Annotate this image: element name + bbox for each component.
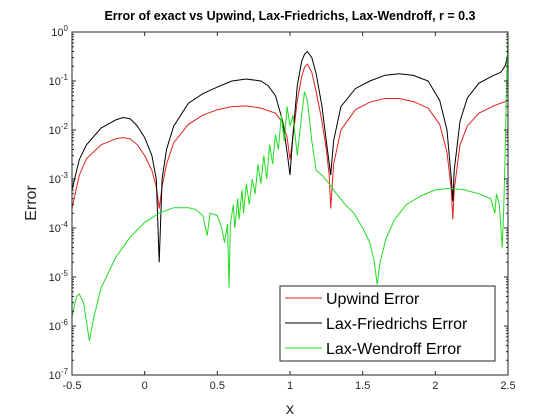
chart-title: Error of exact vs Upwind, Lax-Friedrichs… — [104, 9, 475, 23]
legend-entry-label: Upwind Error — [326, 291, 420, 308]
y-tick-label: 10-5 — [49, 269, 69, 284]
x-axis-label: x — [286, 401, 294, 418]
legend-entry-label: Lax-Wendroff Error — [326, 341, 462, 358]
series-line-3 — [71, 34, 509, 341]
x-tick-label: 1 — [287, 380, 293, 392]
y-tick-label: 10-2 — [49, 122, 69, 137]
legend: Upwind Error Lax-Friedrichs Error Lax-Wend… — [279, 285, 496, 362]
y-tick-label: 100 — [51, 24, 68, 39]
y-axis-ticks: 10-7 10-6 10-5 10-4 10-3 10-2 10-1 100 — [49, 24, 508, 382]
series-line-2 — [71, 50, 509, 263]
x-tick-label: 2.5 — [500, 380, 515, 392]
x-tick-label: 0 — [142, 380, 148, 392]
series-layer — [71, 34, 509, 341]
x-axis-ticks: -0.5 0 0.5 1 1.5 2 2.5 — [63, 32, 516, 392]
x-tick-label: 1.5 — [355, 380, 370, 392]
y-axis-label: Error — [23, 185, 40, 221]
legend-entry-label: Lax-Friedrichs Error — [326, 316, 468, 333]
y-tick-label: 10-6 — [49, 318, 69, 333]
y-tick-label: 10-7 — [49, 367, 69, 382]
y-tick-label: 10-3 — [49, 171, 69, 186]
x-tick-label: -0.5 — [63, 380, 82, 392]
x-tick-label: 2 — [432, 380, 438, 392]
y-tick-label: 10-1 — [49, 73, 69, 88]
series-line-1 — [71, 63, 509, 220]
x-tick-label: 0.5 — [210, 380, 225, 392]
y-tick-label: 10-4 — [49, 220, 69, 235]
